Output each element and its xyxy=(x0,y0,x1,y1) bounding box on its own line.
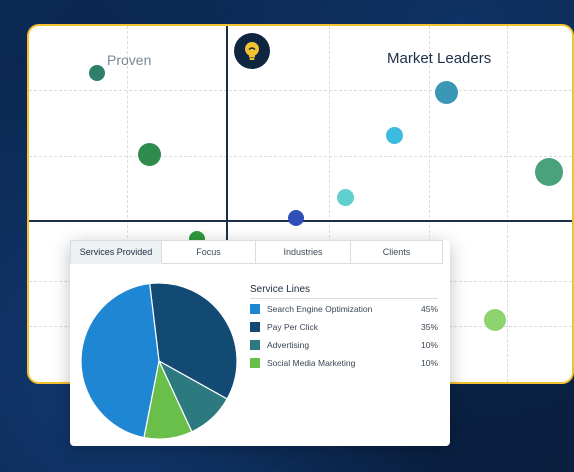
legend-swatch xyxy=(250,304,260,314)
tab-clients[interactable]: Clients xyxy=(351,240,443,264)
service-lines-pie-chart xyxy=(80,282,238,440)
pie-slice-search-engine-optimization[interactable] xyxy=(80,282,160,439)
legend-value: 35% xyxy=(420,322,438,332)
provider-dot[interactable] xyxy=(138,143,161,166)
service-lines-legend: Search Engine Optimization 45% Pay Per Cli… xyxy=(250,303,438,375)
grid-line xyxy=(127,26,128,382)
pie-slice-pay-per-click[interactable] xyxy=(148,282,238,400)
grid-line xyxy=(329,26,330,382)
provider-dot[interactable] xyxy=(288,210,304,226)
tab-services-provided[interactable]: Services Provided xyxy=(70,240,162,264)
service-lines-title: Service Lines xyxy=(250,284,438,299)
legend-label: Advertising xyxy=(267,340,310,350)
legend-label: Search Engine Optimization xyxy=(267,304,373,314)
quadrant-label-market-leaders: Market Leaders xyxy=(387,50,492,67)
provider-dot[interactable] xyxy=(535,158,563,186)
legend-swatch xyxy=(250,340,260,350)
tab-industries[interactable]: Industries xyxy=(256,240,351,264)
lightbulb-icon xyxy=(234,33,270,69)
legend-row: Social Media Marketing 10% xyxy=(250,357,438,375)
quadrant-label-proven: Proven xyxy=(107,52,152,68)
grid-line xyxy=(29,90,572,91)
provider-dot[interactable] xyxy=(435,81,458,104)
legend-value: 10% xyxy=(420,358,438,368)
legend-row: Advertising 10% xyxy=(250,339,438,357)
vertical-axis xyxy=(226,26,228,382)
provider-dot[interactable] xyxy=(337,189,354,206)
legend-swatch xyxy=(250,358,260,368)
legend-swatch xyxy=(250,322,260,332)
provider-dot[interactable] xyxy=(386,127,403,144)
grid-line xyxy=(29,156,572,157)
services-card: Services Provided Focus Industries Clien… xyxy=(70,240,450,446)
tab-focus[interactable]: Focus xyxy=(162,240,256,264)
legend-value: 45% xyxy=(420,304,438,314)
legend-value: 10% xyxy=(420,340,438,350)
legend-label: Pay Per Click xyxy=(267,322,319,332)
legend-label: Social Media Marketing xyxy=(267,358,356,368)
legend-row: Pay Per Click 35% xyxy=(250,321,438,339)
provider-dot[interactable] xyxy=(484,309,506,331)
grid-line xyxy=(507,26,508,382)
legend-row: Search Engine Optimization 45% xyxy=(250,303,438,321)
services-tabs: Services Provided Focus Industries Clien… xyxy=(70,240,450,264)
grid-line xyxy=(429,26,430,382)
provider-dot[interactable] xyxy=(89,65,105,81)
